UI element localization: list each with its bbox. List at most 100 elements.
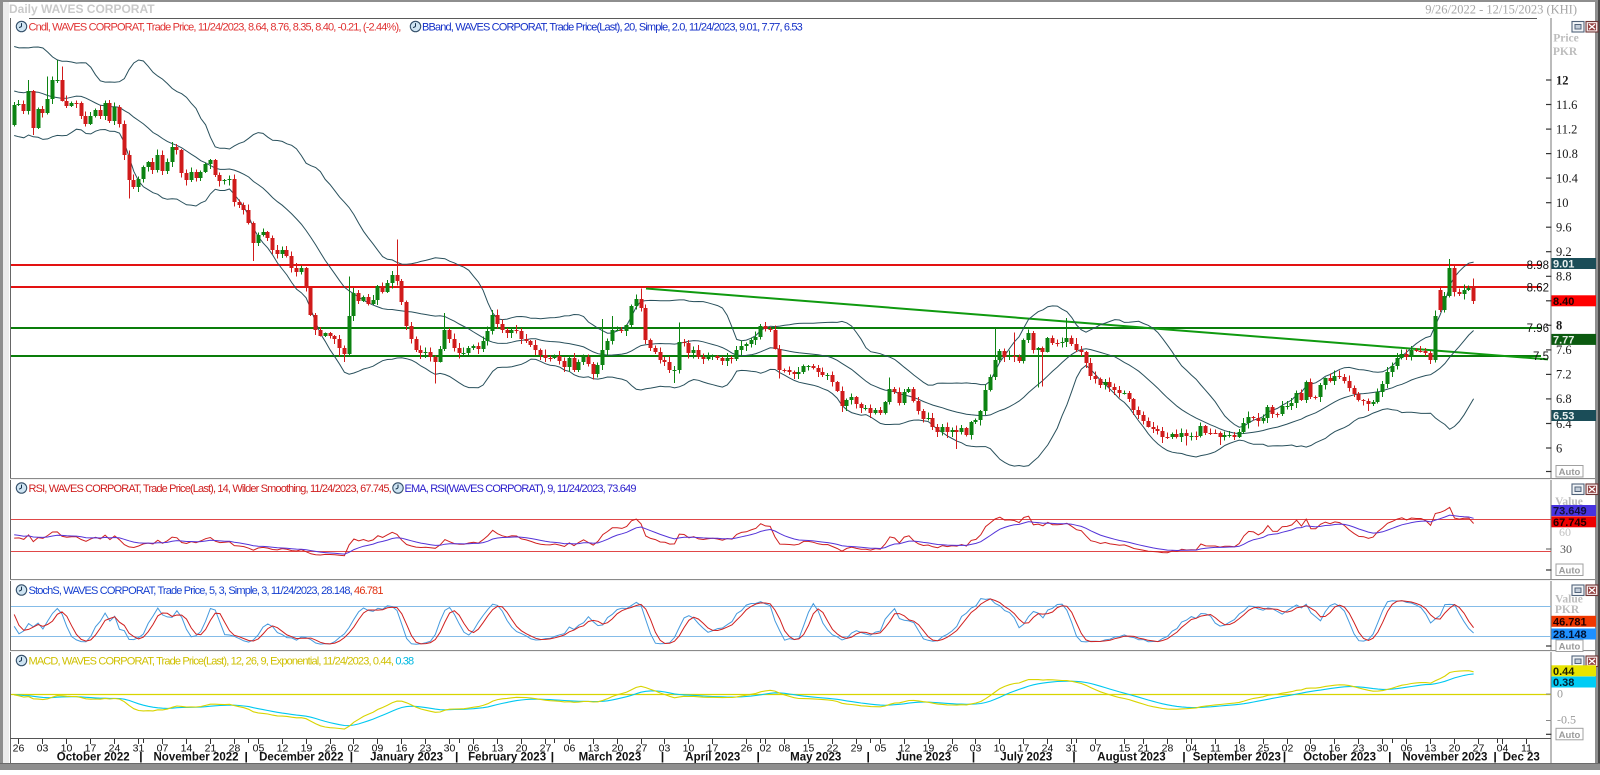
svg-text:Auto: Auto bbox=[1559, 730, 1581, 741]
svg-text:06: 06 bbox=[564, 743, 576, 755]
svg-text:09: 09 bbox=[372, 743, 384, 755]
svg-text:03: 03 bbox=[659, 743, 671, 755]
svg-text:January 2023: January 2023 bbox=[370, 752, 443, 764]
svg-text:20: 20 bbox=[612, 743, 624, 755]
svg-text:6: 6 bbox=[1556, 441, 1562, 455]
svg-text:MACD, WAVES CORPORAT, Trade Pr: MACD, WAVES CORPORAT, Trade Price(Last),… bbox=[29, 656, 415, 668]
svg-text:April 2023: April 2023 bbox=[685, 752, 740, 764]
svg-text:28: 28 bbox=[229, 743, 241, 755]
svg-text:May 2023: May 2023 bbox=[790, 752, 841, 764]
svg-text:21: 21 bbox=[205, 743, 217, 755]
svg-text:60: 60 bbox=[1559, 525, 1571, 539]
svg-text:18: 18 bbox=[1234, 743, 1246, 755]
svg-text:October 2022: October 2022 bbox=[57, 752, 130, 764]
svg-text:09: 09 bbox=[1305, 743, 1317, 755]
svg-text:26: 26 bbox=[741, 743, 753, 755]
svg-text:November 2023: November 2023 bbox=[1402, 752, 1487, 764]
svg-text:7.5: 7.5 bbox=[1533, 351, 1549, 363]
svg-text:03: 03 bbox=[970, 743, 982, 755]
svg-text:November 2022: November 2022 bbox=[153, 752, 238, 764]
svg-text:02: 02 bbox=[1282, 743, 1294, 755]
svg-text:StochS, WAVES CORPORAT, Trade: StochS, WAVES CORPORAT, Trade Price, 5, … bbox=[29, 585, 384, 597]
svg-text:05: 05 bbox=[253, 743, 265, 755]
svg-text:11.2: 11.2 bbox=[1556, 122, 1577, 136]
svg-text:13: 13 bbox=[1425, 743, 1437, 755]
svg-text:10: 10 bbox=[61, 743, 73, 755]
svg-text:02: 02 bbox=[348, 743, 360, 755]
svg-text:6.53: 6.53 bbox=[1553, 411, 1574, 423]
svg-text:8.98: 8.98 bbox=[1527, 260, 1549, 272]
svg-text:06: 06 bbox=[1401, 743, 1413, 755]
svg-text:30: 30 bbox=[1377, 743, 1389, 755]
svg-text:0: 0 bbox=[1557, 687, 1563, 701]
svg-text:08: 08 bbox=[779, 743, 791, 755]
svg-text:46.781: 46.781 bbox=[1553, 616, 1587, 628]
svg-text:7.6: 7.6 bbox=[1556, 343, 1572, 357]
svg-text:8.8: 8.8 bbox=[1556, 270, 1572, 284]
svg-text:10: 10 bbox=[1556, 196, 1569, 210]
svg-text:27: 27 bbox=[1473, 743, 1485, 755]
svg-text:8: 8 bbox=[1556, 319, 1562, 333]
svg-text:7.96: 7.96 bbox=[1527, 323, 1549, 335]
svg-text:19: 19 bbox=[923, 743, 935, 755]
svg-text:28: 28 bbox=[1162, 743, 1174, 755]
svg-text:17: 17 bbox=[1018, 743, 1030, 755]
svg-text:27: 27 bbox=[636, 743, 648, 755]
svg-text:28.148: 28.148 bbox=[1553, 629, 1587, 641]
svg-text:16: 16 bbox=[1329, 743, 1341, 755]
svg-text:13: 13 bbox=[588, 743, 600, 755]
svg-text:73.649: 73.649 bbox=[1553, 506, 1587, 518]
svg-text:23: 23 bbox=[420, 743, 432, 755]
svg-text:31: 31 bbox=[133, 743, 145, 755]
svg-text:27: 27 bbox=[540, 743, 552, 755]
svg-text:24: 24 bbox=[1042, 743, 1054, 755]
svg-text:June 2023: June 2023 bbox=[896, 752, 952, 764]
svg-text:August 2023: August 2023 bbox=[1097, 752, 1165, 764]
svg-text:19: 19 bbox=[301, 743, 313, 755]
svg-text:16: 16 bbox=[396, 743, 408, 755]
svg-text:6.8: 6.8 bbox=[1556, 392, 1572, 406]
svg-text:7.77: 7.77 bbox=[1553, 334, 1574, 346]
svg-text:RSI, WAVES CORPORAT, Trade Pri: RSI, WAVES CORPORAT, Trade Price(Last), … bbox=[29, 483, 392, 495]
svg-text:20: 20 bbox=[516, 743, 528, 755]
svg-text:12: 12 bbox=[899, 743, 911, 755]
svg-text:December 2022: December 2022 bbox=[259, 752, 343, 764]
svg-text:PKR: PKR bbox=[1555, 604, 1580, 616]
svg-text:05: 05 bbox=[875, 743, 887, 755]
svg-text:October 2023: October 2023 bbox=[1303, 752, 1376, 764]
svg-text:10: 10 bbox=[994, 743, 1006, 755]
svg-text:24: 24 bbox=[109, 743, 121, 755]
svg-text:Dec 23: Dec 23 bbox=[1503, 752, 1540, 764]
svg-text:Cndl, WAVES CORPORAT, Trade Pr: Cndl, WAVES CORPORAT, Trade Price, 11/24… bbox=[29, 22, 402, 34]
svg-text:Auto: Auto bbox=[1559, 467, 1581, 478]
svg-text:0.44: 0.44 bbox=[1553, 666, 1575, 678]
svg-text:13: 13 bbox=[492, 743, 504, 755]
svg-text:23: 23 bbox=[1353, 743, 1365, 755]
svg-text:06: 06 bbox=[468, 743, 480, 755]
svg-text:9.2: 9.2 bbox=[1556, 245, 1572, 259]
svg-text:Auto: Auto bbox=[1559, 566, 1581, 577]
svg-text:8.40: 8.40 bbox=[1553, 296, 1574, 308]
svg-text:12: 12 bbox=[1556, 73, 1569, 87]
svg-text:EMA, RSI(WAVES CORPORAT), 9,: EMA, RSI(WAVES CORPORAT), 9, 11/24/2023,… bbox=[405, 483, 637, 495]
svg-text:04: 04 bbox=[1186, 743, 1198, 755]
svg-text:10: 10 bbox=[683, 743, 695, 755]
svg-text:26: 26 bbox=[325, 743, 337, 755]
svg-text:9.01: 9.01 bbox=[1553, 259, 1574, 271]
svg-text:30: 30 bbox=[1560, 542, 1572, 556]
svg-text:Price: Price bbox=[1553, 33, 1579, 45]
svg-text:30: 30 bbox=[444, 743, 456, 755]
svg-text:July 2023: July 2023 bbox=[1000, 752, 1052, 764]
svg-text:31: 31 bbox=[1066, 743, 1078, 755]
svg-text:Auto: Auto bbox=[1559, 642, 1581, 653]
svg-text:PKR: PKR bbox=[1553, 46, 1578, 58]
svg-text:11: 11 bbox=[1210, 743, 1221, 755]
svg-text:7.2: 7.2 bbox=[1556, 368, 1572, 382]
svg-text:15: 15 bbox=[803, 743, 815, 755]
svg-text:26: 26 bbox=[947, 743, 959, 755]
svg-text:12: 12 bbox=[277, 743, 289, 755]
svg-text:Value: Value bbox=[1555, 594, 1583, 606]
svg-text:March 2023: March 2023 bbox=[579, 752, 642, 764]
svg-text:04: 04 bbox=[1497, 743, 1509, 755]
svg-text:10.8: 10.8 bbox=[1556, 147, 1578, 161]
